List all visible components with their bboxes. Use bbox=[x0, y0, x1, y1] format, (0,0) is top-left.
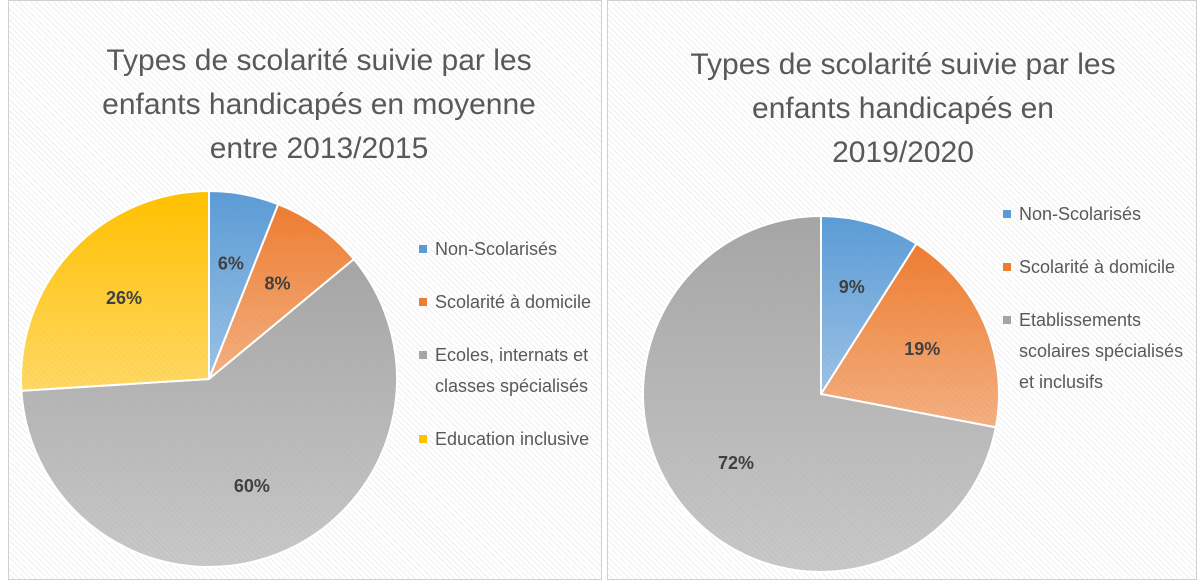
pie-chart: 6% 8% 60% 26% bbox=[20, 189, 398, 568]
legend-swatch bbox=[419, 435, 427, 443]
legend-label: Scolarité à domicile bbox=[1019, 257, 1176, 277]
data-label: 9% bbox=[839, 277, 865, 297]
chart-panel: Types de scolarité suivie par les enfant… bbox=[607, 0, 1197, 580]
legend: Non-Scolarisés Scolarité à domicile Etabli… bbox=[1003, 199, 1188, 420]
legend-item: Ecoles, internats et classes spécialisés bbox=[419, 340, 594, 402]
legend-label: Scolarité à domicile bbox=[435, 292, 592, 312]
data-label: 6% bbox=[218, 253, 244, 273]
pie-slice bbox=[642, 214, 998, 573]
pie-slice bbox=[820, 214, 918, 398]
pie-slice bbox=[819, 242, 1000, 429]
chart-panel: Types de scolarité suivie par les enfant… bbox=[8, 0, 602, 580]
legend: Non-Scolarisés Scolarité à domicile Ecoles… bbox=[419, 234, 594, 477]
legend-swatch bbox=[1003, 316, 1011, 324]
pie-slice bbox=[20, 189, 210, 392]
data-label: 8% bbox=[265, 273, 291, 293]
legend-item: Education inclusive bbox=[419, 424, 594, 455]
legend-label: Ecoles, internats et classes spécialisés bbox=[435, 345, 589, 396]
legend-item: Non-Scolarisés bbox=[419, 234, 594, 265]
legend-item: Scolarité à domicile bbox=[1003, 252, 1188, 283]
legend-swatch bbox=[419, 351, 427, 359]
legend-swatch bbox=[1003, 263, 1011, 271]
legend-swatch bbox=[1003, 210, 1011, 218]
pie-chart: 9% 19% 72% bbox=[642, 214, 1000, 573]
data-label: 19% bbox=[904, 339, 940, 359]
data-label: 26% bbox=[106, 288, 142, 308]
legend-label: Non-Scolarisés bbox=[1019, 204, 1142, 224]
legend-item: Etablissements scolaires spécialisés et … bbox=[1003, 305, 1188, 398]
legend-label: Etablissements scolaires spécialisés et … bbox=[1019, 310, 1184, 392]
legend-label: Education inclusive bbox=[435, 429, 590, 449]
data-label: 60% bbox=[234, 476, 270, 496]
pie-slice bbox=[208, 202, 356, 380]
legend-item: Non-Scolarisés bbox=[1003, 199, 1188, 230]
chart-title: Types de scolarité suivie par les enfant… bbox=[690, 48, 1116, 169]
legend-label: Non-Scolarisés bbox=[435, 239, 558, 259]
legend-swatch bbox=[419, 298, 427, 306]
data-label: 72% bbox=[718, 453, 754, 473]
legend-swatch bbox=[419, 245, 427, 253]
legend-item: Scolarité à domicile bbox=[419, 287, 594, 318]
chart-title: Types de scolarité suivie par les enfant… bbox=[102, 44, 536, 165]
pie-slice bbox=[20, 257, 398, 568]
